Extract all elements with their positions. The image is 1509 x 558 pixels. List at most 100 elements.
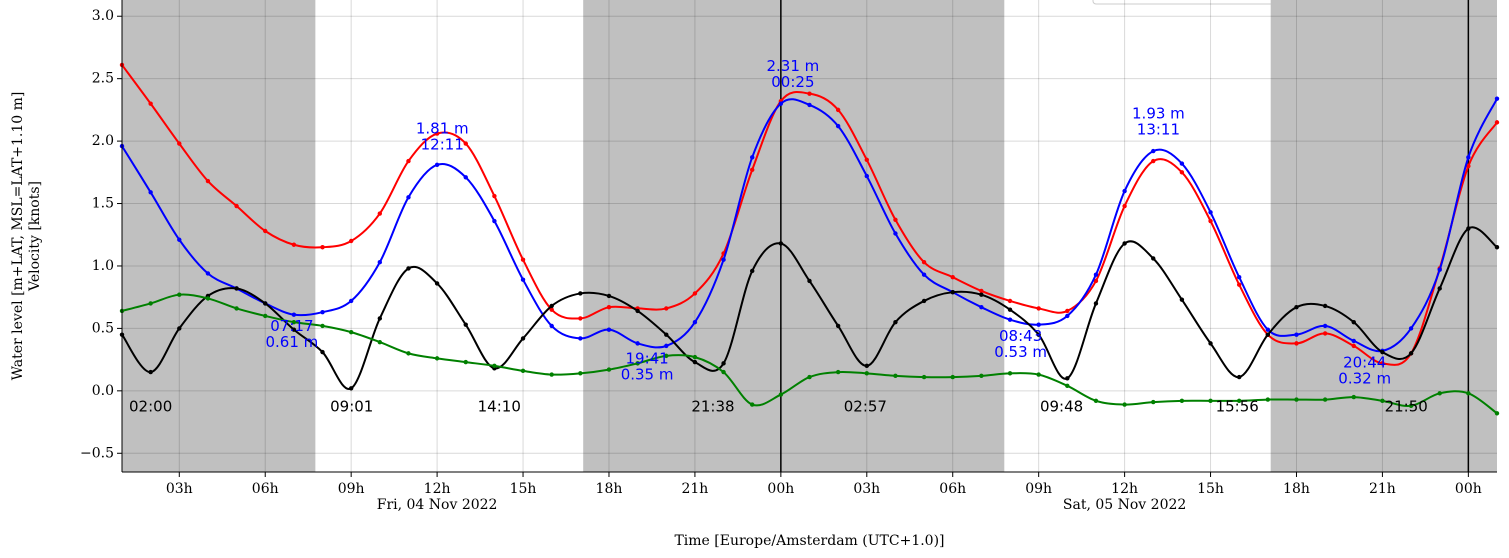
y-tick-label: 1.0 <box>92 258 114 274</box>
annotation-text: 2.31 m <box>766 57 819 75</box>
data-point <box>578 316 583 321</box>
x-tick-label: 21h <box>681 481 708 497</box>
data-point <box>1322 331 1328 336</box>
data-point <box>1122 402 1127 407</box>
data-point <box>1179 161 1185 166</box>
data-point <box>434 162 440 168</box>
tide-annotation: 1.81 m12:11 <box>416 119 469 153</box>
data-point <box>950 289 955 295</box>
data-point <box>635 308 640 314</box>
annotation-text: 1.81 m <box>416 119 469 137</box>
tide-annotation: 1.93 m13:11 <box>1132 104 1185 138</box>
data-point <box>1265 332 1271 337</box>
data-point <box>1122 241 1127 246</box>
data-point <box>692 359 698 365</box>
data-point <box>1036 372 1041 377</box>
x-tick-label: 03h <box>166 481 193 497</box>
data-point <box>1380 398 1385 404</box>
data-point <box>692 291 698 296</box>
data-point <box>1179 170 1185 175</box>
data-point <box>377 316 383 321</box>
night-span <box>583 0 1005 472</box>
data-point <box>893 373 898 379</box>
data-point <box>263 228 268 234</box>
night-span <box>1270 0 1497 472</box>
data-point <box>835 123 841 129</box>
data-point <box>1151 158 1156 164</box>
data-point <box>177 237 182 242</box>
data-point <box>1208 210 1213 215</box>
data-point <box>1351 394 1356 400</box>
data-point <box>1007 307 1013 312</box>
annotation-text: 00:25 <box>771 73 814 91</box>
data-point <box>1236 374 1242 380</box>
x-tick-label: 00h <box>767 481 794 497</box>
data-point <box>893 217 898 222</box>
data-point <box>1093 398 1099 404</box>
data-point <box>950 275 955 280</box>
data-point <box>1208 218 1213 224</box>
tide-annotation: 20:440.32 m <box>1338 353 1391 387</box>
data-point <box>234 306 239 311</box>
data-point <box>1236 282 1242 287</box>
data-point <box>1151 148 1156 154</box>
data-point <box>778 392 784 397</box>
data-point <box>148 101 153 106</box>
data-point <box>778 241 784 246</box>
data-point <box>1322 303 1328 309</box>
data-point <box>291 242 297 247</box>
data-point <box>1208 398 1213 404</box>
data-point <box>1322 397 1328 402</box>
data-point <box>664 353 669 359</box>
data-point <box>835 323 841 329</box>
y-tick-label: −0.5 <box>80 445 114 461</box>
data-point <box>1065 313 1070 319</box>
y-axis-label: Water level [m+LAT, MSL=LAT+1.10 m] <box>10 92 26 381</box>
data-point <box>492 363 497 369</box>
data-point <box>835 107 841 113</box>
data-point <box>864 371 869 376</box>
data-point <box>1007 317 1013 322</box>
annotation-text: 0.32 m <box>1338 369 1391 387</box>
data-point <box>721 257 726 262</box>
annotation-text: 07:17 <box>270 317 313 335</box>
annotation-text: 0.53 m <box>994 343 1047 361</box>
data-point <box>835 369 841 375</box>
data-point <box>606 367 612 372</box>
x-tick-label: 03h <box>853 481 880 497</box>
data-point <box>148 369 153 375</box>
data-point <box>864 157 869 163</box>
slack-label: 14:10 <box>478 397 521 415</box>
data-point <box>1466 391 1471 396</box>
data-point <box>1065 376 1070 381</box>
data-point <box>1408 403 1414 409</box>
data-point <box>893 319 898 325</box>
data-point <box>1151 399 1156 405</box>
data-point <box>406 158 411 164</box>
data-point <box>205 296 211 301</box>
data-point <box>1494 245 1500 250</box>
data-point <box>1093 301 1099 306</box>
data-point <box>377 211 383 216</box>
data-point <box>979 373 984 379</box>
data-point <box>1322 323 1328 329</box>
data-point <box>721 369 726 375</box>
slack-label: 09:48 <box>1040 397 1083 415</box>
slack-label: 21:38 <box>691 397 734 415</box>
data-point <box>1294 304 1299 310</box>
data-point <box>1065 383 1070 389</box>
x-tick-label: 00h <box>1455 481 1482 497</box>
y-tick-label: 2.5 <box>92 71 114 87</box>
x-tick-label: 09h <box>338 481 365 497</box>
data-point <box>1007 298 1013 304</box>
data-point <box>148 301 153 306</box>
data-point <box>492 193 497 199</box>
data-point <box>893 231 898 236</box>
slack-label: 15:56 <box>1216 397 1259 415</box>
data-point <box>320 309 325 315</box>
slack-label: 02:00 <box>129 397 172 415</box>
y-tick-label: 3.0 <box>92 8 114 24</box>
data-point <box>549 323 554 329</box>
data-point <box>1437 286 1442 291</box>
